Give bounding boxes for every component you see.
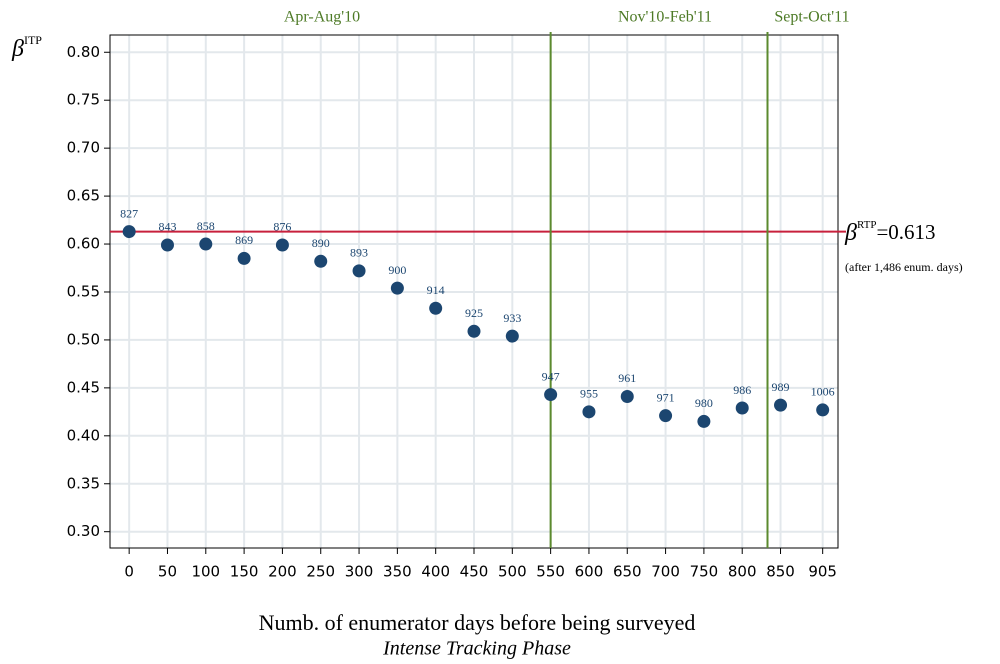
- y-tick-label: 0.55: [67, 282, 100, 300]
- y-tick-label: 0.50: [67, 330, 100, 348]
- x-tick-label: 200: [268, 563, 297, 581]
- period-label: Apr-Aug'10: [284, 9, 360, 26]
- point-label: 961: [618, 371, 636, 385]
- point-label: 1006: [811, 385, 835, 399]
- point-label: 914: [427, 283, 445, 297]
- point: [735, 401, 749, 415]
- point-label: 876: [273, 220, 291, 234]
- point: [582, 405, 596, 419]
- point-label: 827: [120, 206, 138, 220]
- point: [275, 238, 289, 252]
- x-axis-subtitle: Intense Tracking Phase: [382, 638, 571, 660]
- hline-note: (after 1,486 enum. days): [845, 260, 963, 274]
- x-tick-label: 905: [808, 563, 837, 581]
- x-tick-label: 350: [383, 563, 412, 581]
- x-tick-label: 0: [124, 563, 134, 581]
- x-tick-label: 850: [766, 563, 795, 581]
- y-tick-label: 0.30: [67, 522, 100, 540]
- y-tick-label: 0.35: [67, 474, 100, 492]
- hline-label: βRTP=0.613: [844, 219, 936, 246]
- point-label: 947: [542, 369, 560, 383]
- y-tick-label: 0.40: [67, 426, 100, 444]
- point: [505, 329, 519, 343]
- x-tick-label: 50: [158, 563, 177, 581]
- point-label: 989: [772, 380, 790, 394]
- point-label: 955: [580, 387, 598, 401]
- point: [467, 324, 481, 338]
- point: [429, 301, 443, 315]
- point-label: 843: [158, 220, 176, 234]
- x-axis-title: Numb. of enumerator days before being su…: [259, 610, 696, 635]
- x-tick-label: 750: [690, 563, 719, 581]
- hline-value-label: =0.613: [876, 220, 935, 244]
- point-label: 858: [197, 219, 215, 233]
- x-tick-label: 250: [306, 563, 335, 581]
- y-tick-label: 0.60: [67, 235, 100, 253]
- point-label: 869: [235, 233, 253, 247]
- x-tick-label: 150: [230, 563, 259, 581]
- point: [314, 254, 328, 268]
- point: [659, 409, 673, 423]
- y-label-symbol: β: [11, 36, 24, 62]
- point-label: 893: [350, 246, 368, 260]
- x-tick-label: 300: [345, 563, 374, 581]
- y-axis-label: βITP: [11, 33, 42, 62]
- y-tick-label: 0.70: [67, 139, 100, 157]
- x-tick-label: 650: [613, 563, 642, 581]
- y-tick-label: 0.65: [67, 187, 100, 205]
- point: [352, 264, 366, 278]
- point: [122, 225, 136, 239]
- period-label: Sept-Oct'11: [774, 9, 849, 26]
- point-label: 933: [503, 311, 521, 325]
- y-tick-label: 0.45: [67, 378, 100, 396]
- point: [544, 388, 558, 402]
- point-label: 986: [733, 383, 751, 397]
- point: [237, 251, 251, 265]
- point: [816, 403, 830, 417]
- point: [199, 237, 213, 251]
- y-tick-label: 0.80: [67, 43, 100, 61]
- hline-symbol: β: [844, 220, 857, 246]
- x-tick-label: 400: [421, 563, 450, 581]
- x-tick-label: 550: [536, 563, 565, 581]
- point-label: 925: [465, 306, 483, 320]
- point: [160, 238, 174, 252]
- point-label: 900: [388, 263, 406, 277]
- x-tick-label: 500: [498, 563, 527, 581]
- y-label-sup: ITP: [24, 33, 42, 47]
- point-label: 890: [312, 236, 330, 250]
- point: [390, 281, 404, 295]
- x-tick-label: 450: [460, 563, 489, 581]
- period-label: Nov'10-Feb'11: [618, 9, 712, 26]
- y-tick-label: 0.75: [67, 91, 100, 109]
- point: [697, 414, 711, 428]
- x-tick-label: 700: [651, 563, 680, 581]
- x-tick-label: 600: [575, 563, 604, 581]
- point: [774, 398, 788, 412]
- x-tick-label: 100: [191, 563, 220, 581]
- plot-frame: [109, 34, 839, 549]
- point-label: 971: [657, 390, 675, 404]
- hline-sup: RTP: [857, 219, 877, 231]
- point: [620, 389, 634, 403]
- x-tick-label: 800: [728, 563, 757, 581]
- point-label: 980: [695, 396, 713, 410]
